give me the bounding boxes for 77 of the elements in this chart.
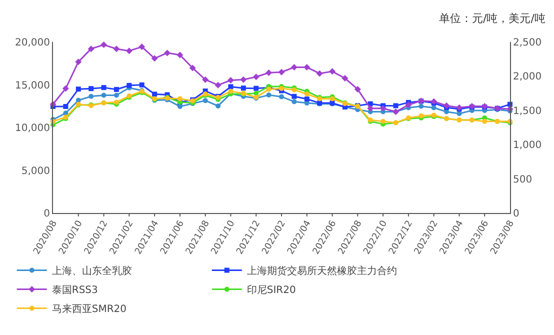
point <box>329 68 336 75</box>
y-tick-label: 0 <box>44 208 50 220</box>
point <box>139 82 144 88</box>
point <box>278 68 285 76</box>
point <box>214 82 222 88</box>
point <box>151 55 158 62</box>
point <box>75 58 82 66</box>
y2-tick-label: 2,000 <box>513 72 542 83</box>
legend-label: 印尼SIR20 <box>246 284 296 296</box>
y2-tick-label: 0 <box>513 208 520 220</box>
point <box>456 104 462 111</box>
y-tick-label: 10,000 <box>15 123 50 134</box>
point <box>113 46 120 52</box>
point <box>240 76 247 83</box>
text: 单位：元/吨，美元/吨 <box>439 12 546 25</box>
point <box>88 46 94 52</box>
point <box>228 84 234 90</box>
legend-label: 上海、山东全乳胶 <box>52 265 132 278</box>
point <box>266 70 272 76</box>
point <box>304 64 310 71</box>
point <box>482 118 488 124</box>
legend-label: 上海期货交易所天然橡胶主力合约 <box>246 265 397 278</box>
point <box>240 86 246 91</box>
point <box>216 103 221 108</box>
point <box>290 64 298 71</box>
point <box>114 86 119 92</box>
point <box>88 94 94 99</box>
point <box>405 102 412 108</box>
y2-tick-label: 2,500 <box>513 38 542 48</box>
point <box>418 104 424 109</box>
point <box>316 70 323 77</box>
point <box>456 111 462 116</box>
point <box>266 92 272 98</box>
point <box>88 86 94 92</box>
point <box>367 105 374 112</box>
point <box>152 92 158 97</box>
point <box>380 105 386 112</box>
point <box>114 92 119 98</box>
point <box>393 103 398 108</box>
point <box>304 96 310 102</box>
point <box>176 52 184 58</box>
point <box>431 105 436 110</box>
point <box>62 85 69 92</box>
point <box>292 99 297 104</box>
point <box>177 96 182 102</box>
y-tick-label: 5,000 <box>21 166 50 177</box>
point <box>202 98 208 104</box>
point <box>292 94 297 99</box>
point <box>164 50 170 56</box>
point <box>76 86 81 92</box>
point <box>126 82 132 88</box>
point <box>443 102 450 109</box>
point <box>126 48 132 54</box>
point <box>304 91 310 96</box>
y2-tick-label: 1,500 <box>513 106 542 117</box>
point <box>101 85 106 90</box>
point <box>189 64 196 72</box>
point <box>101 92 106 98</box>
legend-label: 泰国RSS3 <box>52 285 98 296</box>
y-tick-label: 15,000 <box>15 80 50 92</box>
legend-label: 马来西亚SMR20 <box>52 303 127 316</box>
point <box>342 75 348 82</box>
point <box>100 41 108 48</box>
point <box>354 86 361 92</box>
y2-tick-label: 500 <box>513 174 532 186</box>
point <box>430 98 438 105</box>
point <box>228 88 234 94</box>
point <box>202 76 209 83</box>
y2-tick-label: 1,000 <box>513 140 542 152</box>
point <box>252 74 260 80</box>
point <box>63 104 68 109</box>
point <box>380 118 386 124</box>
point <box>227 77 234 84</box>
y-tick-label: 20,000 <box>15 38 50 48</box>
point <box>254 86 259 91</box>
point <box>279 94 284 100</box>
point <box>138 44 146 50</box>
